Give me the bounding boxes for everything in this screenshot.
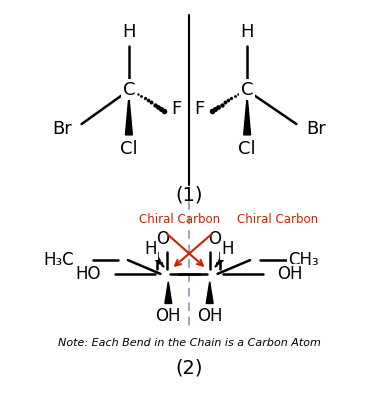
Text: HO: HO [76,265,101,283]
Polygon shape [125,96,132,135]
Text: (1): (1) [175,185,203,204]
Text: OH: OH [277,265,302,283]
Text: H: H [240,23,254,41]
Text: Cl: Cl [238,140,256,158]
Text: (2): (2) [175,358,203,377]
Text: F: F [195,100,205,118]
Text: H: H [122,23,136,41]
Text: H₃C: H₃C [43,251,74,269]
Text: Chiral Carbon: Chiral Carbon [237,213,318,226]
Text: Br: Br [52,120,72,138]
Text: Note: Each Bend in the Chain is a Carbon Atom: Note: Each Bend in the Chain is a Carbon… [57,338,321,348]
Text: Cl: Cl [120,140,138,158]
Text: H: H [221,240,234,258]
Text: F: F [171,100,181,118]
Text: OH: OH [197,307,222,325]
Polygon shape [165,282,172,303]
Text: H: H [144,240,157,258]
Text: C: C [241,81,253,99]
Text: Chiral Carbon: Chiral Carbon [139,213,220,226]
Text: O: O [208,230,221,248]
Polygon shape [244,96,251,135]
Text: Br: Br [306,120,326,138]
Text: C: C [122,81,135,99]
Text: CH₃: CH₃ [288,251,319,269]
Text: O: O [156,230,169,248]
Text: OH: OH [156,307,181,325]
Polygon shape [206,282,213,303]
